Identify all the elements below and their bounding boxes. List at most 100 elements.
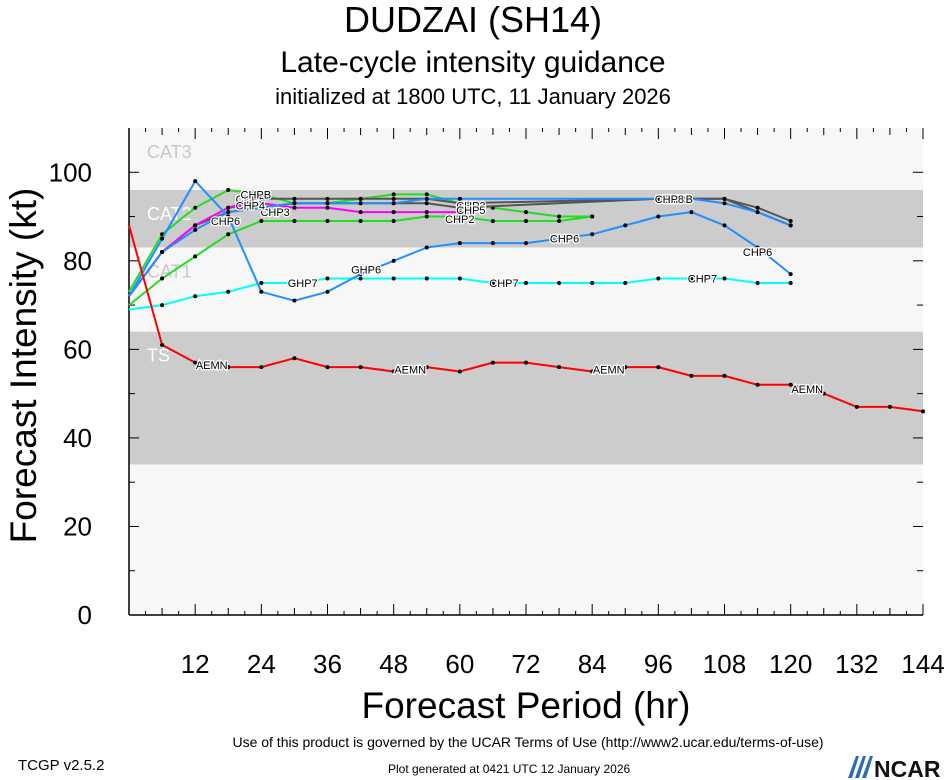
series-label-chp5: CHP5 <box>236 194 265 206</box>
x-tick-label: 60 <box>445 649 474 679</box>
data-point-chpb <box>325 196 330 201</box>
data-point-chp2 <box>193 254 198 259</box>
data-point-chp7 <box>160 303 165 308</box>
version-label: TCGP v2.5.2 <box>18 757 105 774</box>
data-point-aemn <box>193 360 198 365</box>
series-label-aemn: AEMN <box>394 364 426 376</box>
y-tick-label: 80 <box>63 246 92 276</box>
x-tick-label: 12 <box>181 649 210 679</box>
data-point-chp2 <box>424 214 429 219</box>
y-tick-label: 0 <box>78 600 92 630</box>
band-label-cat3: CAT3 <box>147 142 192 162</box>
data-point-aemn <box>226 365 231 370</box>
data-point-chpb <box>722 196 727 201</box>
data-point-chp2 <box>259 218 264 223</box>
band-below-ts <box>129 464 923 615</box>
data-point-chp7 <box>292 280 297 285</box>
data-point-chp4 <box>226 205 231 210</box>
data-point-chp3 <box>259 192 264 197</box>
x-tick-label: 96 <box>644 649 673 679</box>
series-labels: GHP7 CHP7 CHP7CHP2CHP3CHP3CHP5CHP5CHP5CHPB… <box>195 188 825 397</box>
data-point-chp4 <box>358 210 363 215</box>
data-point-chp5 <box>788 218 793 223</box>
series-label-chp5: CHP5 <box>660 194 689 206</box>
initialization-line: initialized at 1800 UTC, 11 January 2026 <box>275 84 671 109</box>
x-tick-label: 144 <box>901 649 944 679</box>
data-point-aemn <box>887 404 892 409</box>
data-point-chp6 <box>259 289 264 294</box>
data-point-chp8 <box>689 196 694 201</box>
y-tick-label: 20 <box>63 511 92 541</box>
data-point-chp3 <box>193 205 198 210</box>
data-point-chp2 <box>391 218 396 223</box>
y-tick-label: 60 <box>63 334 92 364</box>
series-label-chpb: CHPB <box>662 194 693 206</box>
ncar-logo-mark <box>848 756 873 778</box>
data-point-aemn <box>623 365 628 370</box>
chart-title: DUDZAI (SH14) <box>343 0 603 40</box>
data-point-chp5 <box>424 201 429 206</box>
data-point-chp6 <box>424 245 429 250</box>
data-point-aemn <box>424 365 429 370</box>
data-point-aemn <box>689 373 694 378</box>
series-label-chp3: CHP3 <box>260 207 289 219</box>
series-label-chp6: CHP6 <box>550 234 579 246</box>
data-point-aemn <box>722 373 727 378</box>
data-point-chp6 <box>656 214 661 219</box>
generated-timestamp: Plot generated at 0421 UTC 12 January 20… <box>388 762 631 776</box>
data-point-aemn <box>921 409 925 414</box>
series-label-chp4: CHP4 <box>236 200 265 212</box>
series-label-chp5: CHP5 <box>456 205 485 217</box>
data-point-chp8 <box>226 210 231 215</box>
data-point-chp4 <box>259 201 264 206</box>
data-point-chp8 <box>193 227 198 232</box>
band-label-cat2: CAT2 <box>147 204 192 224</box>
series-chp6 <box>128 179 793 303</box>
data-point-chp7 <box>457 276 462 281</box>
series-label-chpb: CHPB <box>241 189 272 201</box>
series-label-chp7: CHP7 <box>489 278 518 290</box>
data-point-chpb <box>358 196 363 201</box>
data-point-chp8 <box>755 210 760 215</box>
data-point-chp7 <box>391 276 396 281</box>
series-label-chp7: GHP7 <box>288 278 318 290</box>
data-point-chp6 <box>755 245 760 250</box>
data-point-chp7 <box>623 280 628 285</box>
ncar-logo-text: NCAR <box>874 756 941 780</box>
data-point-aemn <box>557 365 562 370</box>
data-point-aemn <box>358 365 363 370</box>
x-tick-label: 48 <box>379 649 408 679</box>
y-axis: 0 20 40 60 80 100 <box>49 157 923 630</box>
data-point-chp8 <box>457 196 462 201</box>
y-axis-label: Forecast Intensity (kt) <box>3 188 44 544</box>
data-point-chp7 <box>788 280 793 285</box>
data-point-chp4 <box>391 210 396 215</box>
data-point-aemn <box>259 365 264 370</box>
data-point-chp2 <box>457 214 462 219</box>
data-point-chp8 <box>722 201 727 206</box>
data-point-aemn <box>656 365 661 370</box>
y-tick-label: 40 <box>63 423 92 453</box>
data-point-chp3 <box>424 192 429 197</box>
data-point-chp2 <box>160 276 165 281</box>
data-point-chp2 <box>292 218 297 223</box>
x-tick-label: 84 <box>578 649 607 679</box>
series-label-aemn: AEMN <box>791 384 823 396</box>
data-point-chp8 <box>788 223 793 228</box>
data-point-aemn <box>325 365 330 370</box>
data-point-chp8 <box>656 196 661 201</box>
data-point-chp7 <box>722 276 727 281</box>
data-point-chpb <box>457 201 462 206</box>
data-point-chp8 <box>424 196 429 201</box>
data-point-chp6 <box>160 236 165 241</box>
data-point-aemn <box>160 342 165 347</box>
data-point-chp8 <box>358 201 363 206</box>
series-chp4 <box>128 201 462 297</box>
data-point-chp3 <box>590 214 595 219</box>
x-tick-label: 120 <box>769 649 812 679</box>
data-point-chpb <box>259 196 264 201</box>
data-point-chp4 <box>292 205 297 210</box>
data-point-aemn <box>854 404 859 409</box>
series-label-chp6: CHP6 <box>743 247 772 259</box>
data-point-chp6 <box>457 241 462 246</box>
